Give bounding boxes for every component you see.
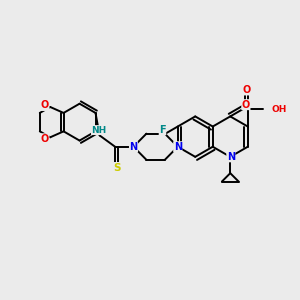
- Text: N: N: [227, 152, 235, 162]
- Text: O: O: [41, 134, 49, 144]
- Text: F: F: [159, 125, 166, 135]
- Text: OH: OH: [271, 105, 286, 114]
- Text: O: O: [242, 100, 250, 110]
- Text: O: O: [41, 100, 49, 110]
- Text: O: O: [242, 85, 250, 95]
- Text: S: S: [113, 163, 120, 172]
- Text: N: N: [130, 142, 138, 152]
- Text: N: N: [174, 142, 182, 152]
- Text: NH: NH: [92, 126, 107, 135]
